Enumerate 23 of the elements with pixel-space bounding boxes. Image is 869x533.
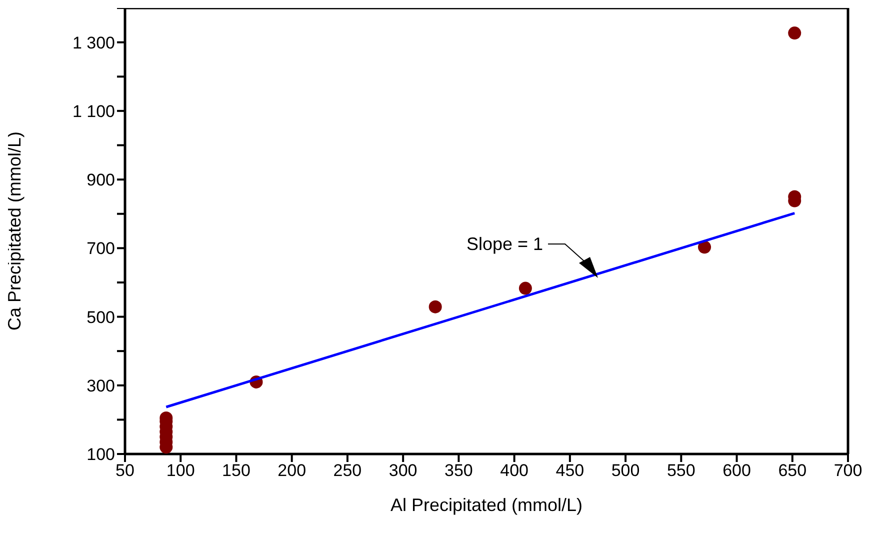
annotation: Slope = 1: [466, 234, 543, 254]
x-tick-label: 300: [388, 461, 418, 480]
y-tick-label: 1 300: [72, 33, 115, 52]
y-tick-label: 1 100: [72, 102, 115, 121]
x-axis-title: Al Precipitated (mmol/L): [390, 495, 583, 515]
x-tick-label: 400: [500, 461, 528, 480]
x-tick-label: 250: [333, 461, 362, 480]
x-tick-label: 650: [778, 461, 807, 480]
y-tick-label: 300: [86, 376, 115, 396]
x-tick-label: 350: [444, 461, 473, 480]
x-tick-label: 550: [666, 461, 696, 480]
y-tick-label: 500: [86, 308, 115, 327]
y-tick-label: 900: [86, 170, 115, 190]
y-tick-label: 100: [86, 445, 115, 464]
x-tick-label: 100: [166, 461, 195, 480]
x-tick-label: 200: [278, 461, 306, 480]
x-tick-label: 500: [611, 461, 640, 480]
y-tick-label: 700: [86, 239, 115, 258]
x-tick-label: 450: [556, 461, 584, 480]
x-tick-label: 600: [722, 461, 751, 480]
x-tick-label: 50: [116, 461, 134, 480]
x-tick-label: 700: [834, 461, 862, 480]
x-tick-label: 150: [222, 461, 250, 480]
